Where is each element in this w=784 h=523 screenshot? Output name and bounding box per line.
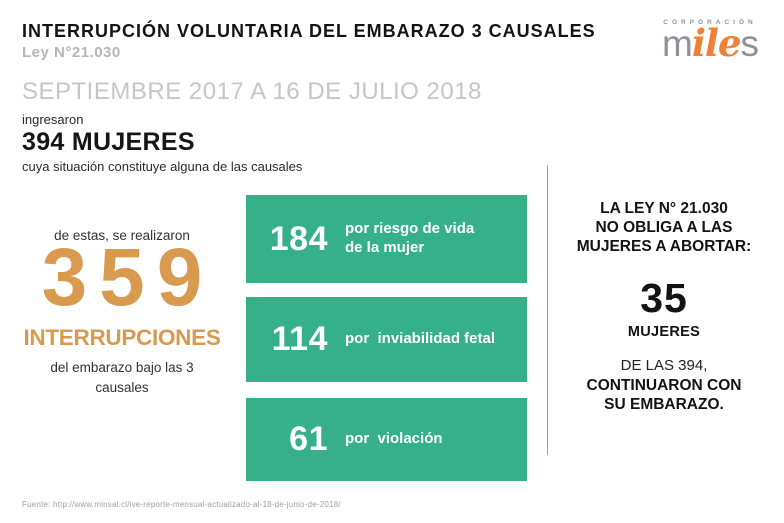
source-note: Fuente: http://www.minsal.cl/ive-reporte… xyxy=(22,500,341,509)
cause-value: 184 xyxy=(269,219,328,258)
panel-subline: DE LAS 394, xyxy=(620,356,708,374)
logo-word-start: m xyxy=(662,23,693,64)
cause-card-violacion: 61 por violación xyxy=(246,398,527,481)
vertical-divider xyxy=(547,165,548,455)
cause-card-riesgo-vida: 184 por riesgo de vida de la mujer xyxy=(246,195,527,283)
panel-bold-lines: CONTINUARON CON SU EMBARAZO. xyxy=(586,376,742,414)
cause-value: 114 xyxy=(271,320,328,358)
cause-label: por inviabilidad fetal xyxy=(345,330,496,348)
logo-corporacion-text: CORPORACIÓN xyxy=(663,19,757,26)
stat-caption: del embarazo bajo las 3 causales xyxy=(50,360,194,395)
cause-label: por riesgo de vida de la mujer xyxy=(345,220,475,256)
intake-lead: ingresaron xyxy=(22,112,84,127)
period-heading: SEPTIEMBRE 2017 A 16 DE JULIO 2018 xyxy=(22,78,482,105)
stat-label: INTERRUPCIONES xyxy=(23,325,221,350)
intake-count: 394 MUJERES xyxy=(22,128,195,156)
panel-number-label: MUJERES xyxy=(627,323,701,340)
stat-number: 359 xyxy=(41,232,215,323)
stat-intro: de estas, se realizaron xyxy=(54,228,190,243)
law-no-obligation-panel: LA LEY N° 21.030 NO OBLIGA A LAS MUJERES… xyxy=(556,200,772,414)
panel-heading: LA LEY N° 21.030 NO OBLIGA A LAS MUJERES… xyxy=(576,200,752,255)
logo-word-accent: ile xyxy=(691,21,742,65)
panel-number: 35 xyxy=(640,274,688,321)
cause-card-inviabilidad-fetal: 114 por inviabilidad fetal xyxy=(246,297,527,382)
cause-value: 61 xyxy=(289,420,328,458)
logo-miles-wordmark: miles xyxy=(648,23,772,64)
intake-summary: ingresaron 394 MUJERES cuya situación co… xyxy=(22,112,302,174)
page-title: INTERRUPCIÓN VOLUNTARIA DEL EMBARAZO 3 C… xyxy=(22,21,596,41)
cause-label: por violación xyxy=(345,430,443,448)
law-subtitle: Ley N°21.030 xyxy=(22,44,121,61)
intake-caption: cuya situación constituye alguna de las … xyxy=(22,159,303,174)
corporacion-miles-logo: CORPORACIÓN miles xyxy=(648,19,772,64)
interruptions-stat: de estas, se realizaron 359 INTERRUPCION… xyxy=(10,228,234,397)
logo-word-end: s xyxy=(740,23,758,64)
